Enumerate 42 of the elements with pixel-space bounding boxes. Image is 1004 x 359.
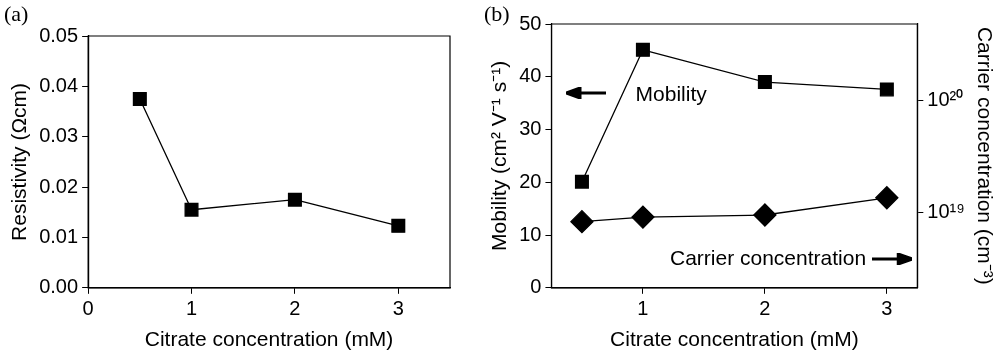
x-tick-label: 1 [637, 297, 649, 320]
point [875, 186, 899, 210]
y2-tick-label: 10²⁰ [927, 87, 964, 110]
x-axis-title: Citrate concentration (mM) [144, 327, 394, 351]
point [757, 75, 772, 90]
y-tick-label: 10 [519, 222, 542, 245]
point [391, 218, 406, 233]
point [753, 203, 777, 227]
y-axis-title: Resistivity (Ωcm) [7, 82, 31, 241]
y-tick-label: 0.05 [39, 23, 79, 46]
series-label: Carrier concentration [670, 245, 867, 269]
x-tick-label: 2 [289, 297, 301, 320]
legend-label: Mobility [635, 82, 708, 106]
x-tick-label: 1 [185, 297, 198, 320]
chart-title: (b) [484, 0, 510, 26]
y-tick-label: 0.01 [39, 224, 79, 247]
y-tick-label: 50 [519, 11, 542, 34]
chart-title: (a) [4, 0, 29, 26]
point [287, 192, 302, 207]
point [635, 42, 650, 57]
point [574, 174, 589, 189]
x-tick-label: 0 [82, 297, 94, 320]
x-tick-label: 3 [881, 297, 893, 320]
point [132, 91, 147, 106]
point [570, 209, 594, 234]
x-tick-label: 2 [759, 297, 771, 320]
y-tick-label: 0.00 [39, 275, 79, 298]
y-tick-label: 0.02 [39, 174, 79, 197]
y-axis-title: Mobility (cm² V⁻¹ s⁻¹) [487, 60, 511, 251]
y-tick-label: 40 [519, 64, 542, 87]
y-tick-label: 0.04 [39, 73, 79, 96]
y-tick-label: 0 [530, 275, 542, 298]
y2-axis-title: Carrier concentration (cm⁻³) [973, 26, 997, 285]
point [879, 82, 894, 97]
point [184, 202, 199, 217]
y-tick-label: 0.03 [39, 124, 79, 147]
x-axis-title: Citrate concentration (mM) [610, 327, 859, 351]
y2-tick-label: 10¹⁹ [927, 199, 965, 222]
point [631, 205, 655, 229]
y-tick-label: 20 [519, 169, 542, 192]
y-tick-label: 30 [519, 117, 542, 140]
x-tick-label: 3 [392, 297, 404, 320]
